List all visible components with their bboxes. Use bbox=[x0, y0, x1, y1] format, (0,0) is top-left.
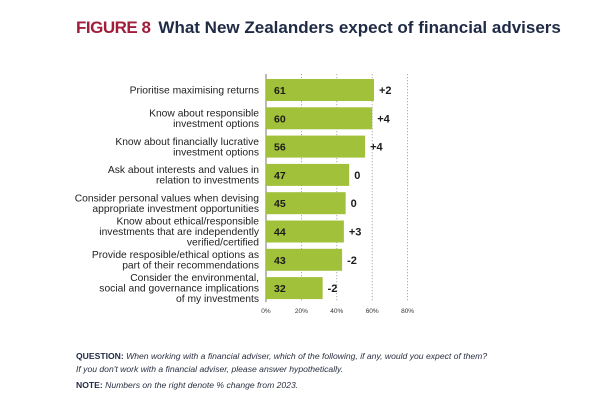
figure-label: FIGURE 8 bbox=[76, 18, 151, 37]
category-label-line: of my investments bbox=[176, 294, 259, 305]
bar-value-label: 47 bbox=[274, 170, 286, 182]
category-label-line: social and governance implications bbox=[99, 284, 259, 295]
category-label: Provide resposible/ethical options as par… bbox=[92, 250, 259, 271]
category-label-line: verified/certified bbox=[187, 237, 259, 248]
change-label: 0 bbox=[351, 198, 357, 210]
x-tick-label: 60% bbox=[366, 308, 379, 315]
note-text: Numbers on the right denote % change fro… bbox=[105, 380, 299, 390]
x-tick-label: 20% bbox=[295, 308, 308, 315]
category-label-line: relation to investments bbox=[156, 176, 259, 187]
bar bbox=[266, 277, 323, 300]
category-label-line: Know about financially lucrative bbox=[115, 137, 259, 148]
change-label: -2 bbox=[328, 283, 338, 295]
bar-value-label: 43 bbox=[274, 255, 286, 267]
question-text-line2: If you don't work with a financial advis… bbox=[76, 364, 344, 374]
bar-value-label: 56 bbox=[274, 142, 286, 154]
change-label: 0 bbox=[354, 170, 360, 182]
category-label: Consider personal values when devising ap… bbox=[75, 194, 260, 215]
category-label-line: Consider the environmental, bbox=[130, 273, 259, 284]
category-label: Know about ethical/responsible investment… bbox=[99, 217, 260, 249]
category-label-line: investment options bbox=[173, 119, 259, 130]
bar-value-label: 61 bbox=[274, 85, 286, 97]
category-label-line: investments that are independently bbox=[99, 227, 260, 238]
category-label-line: Know about ethical/responsible bbox=[116, 217, 259, 228]
bar-value-label: 32 bbox=[274, 283, 286, 295]
category-label: Ask about interests and values in relatio… bbox=[108, 165, 259, 186]
category-label-line: Consider personal values when devising bbox=[75, 194, 260, 205]
question-footnote-line2: If you don't work with a financial advis… bbox=[76, 364, 343, 374]
bar-value-label: 60 bbox=[274, 113, 286, 125]
figure-title: FIGURE 8 What New Zealanders expect of fi… bbox=[76, 18, 561, 38]
category-label: Know about responsible investment options bbox=[149, 109, 259, 130]
bar bbox=[266, 107, 373, 130]
category-label: Know about financially lucrative investme… bbox=[115, 137, 259, 158]
category-label-line: investment options bbox=[173, 147, 259, 158]
x-tick-label: 0% bbox=[261, 308, 271, 315]
change-label: +3 bbox=[349, 227, 362, 239]
bar bbox=[266, 220, 344, 243]
bar bbox=[266, 248, 343, 271]
question-text-line1: When working with a financial adviser, w… bbox=[126, 351, 488, 361]
category-label-line: part of their recommendations bbox=[122, 261, 259, 272]
note-label: NOTE: bbox=[76, 380, 103, 390]
bar bbox=[266, 135, 366, 158]
question-footnote: QUESTION: When working with a financial … bbox=[76, 351, 487, 361]
category-label-line: appropriate investment opportunities bbox=[92, 204, 259, 215]
question-label: QUESTION: bbox=[76, 351, 124, 361]
change-label: +4 bbox=[377, 113, 390, 125]
category-label-line: Know about responsible bbox=[149, 109, 259, 120]
figure-title-text: What New Zealanders expect of financial … bbox=[158, 18, 561, 37]
category-label-line: Prioritise maximising returns bbox=[130, 86, 259, 97]
x-tick-label: 40% bbox=[330, 308, 343, 315]
category-label-line: Ask about interests and values in bbox=[108, 165, 259, 176]
bar bbox=[266, 79, 374, 101]
x-tick-label: 80% bbox=[401, 308, 414, 315]
note-footnote: NOTE: Numbers on the right denote % chan… bbox=[76, 380, 298, 390]
bar bbox=[266, 192, 346, 215]
category-label: Prioritise maximising returns bbox=[130, 86, 259, 97]
bar-value-label: 44 bbox=[274, 227, 286, 239]
change-label: -2 bbox=[347, 255, 357, 267]
bar bbox=[266, 163, 350, 186]
bar-value-label: 45 bbox=[274, 198, 286, 210]
change-label: +4 bbox=[370, 142, 383, 154]
change-label: +2 bbox=[379, 85, 392, 97]
category-label-line: Provide resposible/ethical options as bbox=[92, 250, 259, 261]
category-label: Consider the environmental, social and go… bbox=[99, 273, 259, 305]
